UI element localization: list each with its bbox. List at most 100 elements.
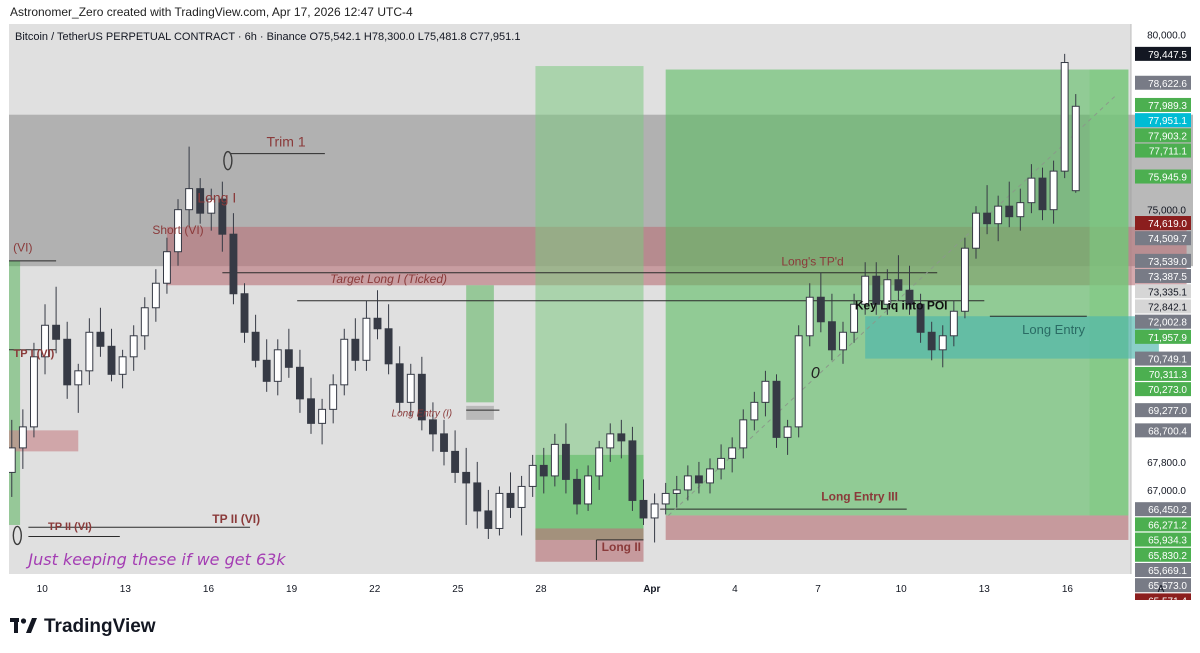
candle — [417, 356, 426, 431]
label-o-marker: 0 — [811, 365, 820, 382]
price-tag: 74,619.0 — [1135, 216, 1191, 231]
candle — [717, 444, 726, 480]
candle — [506, 472, 515, 518]
candle — [174, 199, 182, 266]
time-tick-label: 13 — [120, 584, 132, 595]
price-tick-label: 80,000.0 — [1147, 31, 1186, 42]
candle — [584, 465, 593, 511]
projection-path — [668, 93, 1118, 516]
candle — [96, 307, 105, 357]
price-tag-label: 65,830.2 — [1148, 551, 1187, 562]
candle — [650, 493, 659, 543]
label-tp-vi-left: TP II (VI) — [48, 521, 92, 533]
price-tag: 70,273.0 — [1135, 382, 1191, 397]
price-tag-label: 70,311.3 — [1149, 370, 1188, 381]
price-tag: 75,945.9 — [1135, 169, 1191, 184]
price-tag-label: 75,945.9 — [1148, 173, 1187, 184]
price-tag: 68,700.4 — [1135, 423, 1191, 438]
price-tag: 71,957.9 — [1135, 329, 1191, 344]
price-tag-label: 79,447.5 — [1148, 50, 1187, 61]
candle — [85, 318, 94, 385]
candle — [1005, 181, 1014, 228]
candle — [118, 349, 127, 389]
candle — [1049, 160, 1058, 224]
price-tick-label: 75,000.0 — [1147, 206, 1186, 217]
label-long-entry-iii: Long Entry III — [821, 489, 898, 503]
candle — [872, 262, 881, 315]
price-chart[interactable]: Trim 1 Long I Short (VI) (VI) Target Long I … — [9, 24, 1193, 600]
price-tag: 72,002.8 — [1135, 314, 1191, 329]
price-tag: 65,669.1 — [1135, 562, 1191, 577]
candle — [661, 482, 670, 515]
candle — [1071, 94, 1080, 193]
candle — [683, 465, 692, 501]
time-tick-label: Apr — [643, 584, 660, 595]
price-tag: 66,271.2 — [1135, 517, 1191, 532]
candle — [473, 461, 482, 529]
candle — [550, 433, 559, 487]
candle — [373, 290, 382, 340]
price-tag-label: 77,951.1 — [1148, 116, 1187, 127]
attribution-text: Astronomer_Zero created with TradingView… — [10, 5, 413, 19]
price-tag-label: 73,387.5 — [1148, 272, 1187, 283]
price-tag-label: 69,277.0 — [1148, 406, 1187, 417]
time-tick-label: 25 — [452, 584, 464, 595]
price-tag-label: 73,335.1 — [1148, 287, 1187, 298]
candle — [783, 419, 792, 455]
tradingview-logo-icon — [10, 618, 37, 633]
time-tick-label: 22 — [369, 584, 381, 595]
candle — [839, 321, 847, 364]
price-tag: 77,989.3 — [1135, 97, 1191, 112]
price-tag-label: 70,749.1 — [1148, 355, 1187, 366]
price-tag: 77,951.1 — [1135, 113, 1191, 128]
price-tag: 73,335.1 — [1135, 284, 1191, 299]
candle — [1038, 167, 1047, 221]
candle — [706, 458, 714, 494]
price-tag-label: 65,669.1 — [1148, 566, 1187, 577]
candle — [185, 146, 194, 228]
label-long-i: Long I — [197, 190, 236, 206]
tradingview-brand[interactable]: TradingView — [10, 616, 156, 638]
candle — [1060, 53, 1069, 179]
candle — [9, 419, 16, 497]
candle — [484, 489, 493, 539]
chart-area[interactable]: Trim 1 Long I Short (VI) (VI) Target Long I … — [9, 24, 1193, 600]
time-tick-label: 7 — [815, 584, 821, 595]
red-zone-long-iii — [665, 515, 1129, 540]
time-tick-label: 28 — [535, 584, 547, 595]
candle — [994, 195, 1003, 242]
candle — [251, 314, 260, 368]
price-tag-label: 65,573.0 — [1148, 581, 1187, 592]
price-tag-label: 72,002.8 — [1148, 318, 1187, 329]
candle — [750, 391, 759, 431]
price-tag-label: 70,273.0 — [1148, 385, 1187, 396]
candle — [162, 237, 171, 294]
brand-name: TradingView — [44, 616, 156, 637]
price-tag-label: 66,450.2 — [1148, 505, 1187, 516]
auto-scale-button[interactable]: A — [1158, 584, 1165, 595]
candle — [1016, 188, 1025, 231]
candle — [207, 188, 216, 231]
time-tick-label: 16 — [203, 584, 215, 595]
label-long-entry-i: Long Entry (I) — [392, 408, 453, 419]
price-tag: 73,387.5 — [1135, 269, 1191, 284]
candle — [539, 447, 548, 494]
candle — [362, 300, 371, 371]
candle — [428, 402, 437, 452]
candle — [761, 370, 770, 417]
candle — [151, 269, 160, 322]
price-axis[interactable]: 80,000.0 75,000.0 67,800.0 67,000.0 79,447.5… — [1135, 31, 1191, 600]
label-long-entry-teal: Long Entry — [1022, 322, 1085, 337]
time-axis[interactable]: 10 13 16 19 22 25 28 Apr 4 7 10 13 16 A — [37, 584, 1165, 595]
candle — [295, 349, 304, 413]
candle — [273, 339, 282, 396]
price-tag: 79,447.5 — [1135, 46, 1191, 61]
candle — [52, 286, 61, 354]
candle — [672, 475, 681, 508]
candle — [229, 213, 238, 305]
price-tag: 70,749.1 — [1135, 351, 1191, 366]
green-zone-small — [466, 285, 494, 403]
time-tick-label: 13 — [979, 584, 991, 595]
candle — [1027, 164, 1036, 214]
annotation-labels-layer: Trim 1 Long I Short (VI) (VI) Target Long I … — [12, 134, 1157, 569]
